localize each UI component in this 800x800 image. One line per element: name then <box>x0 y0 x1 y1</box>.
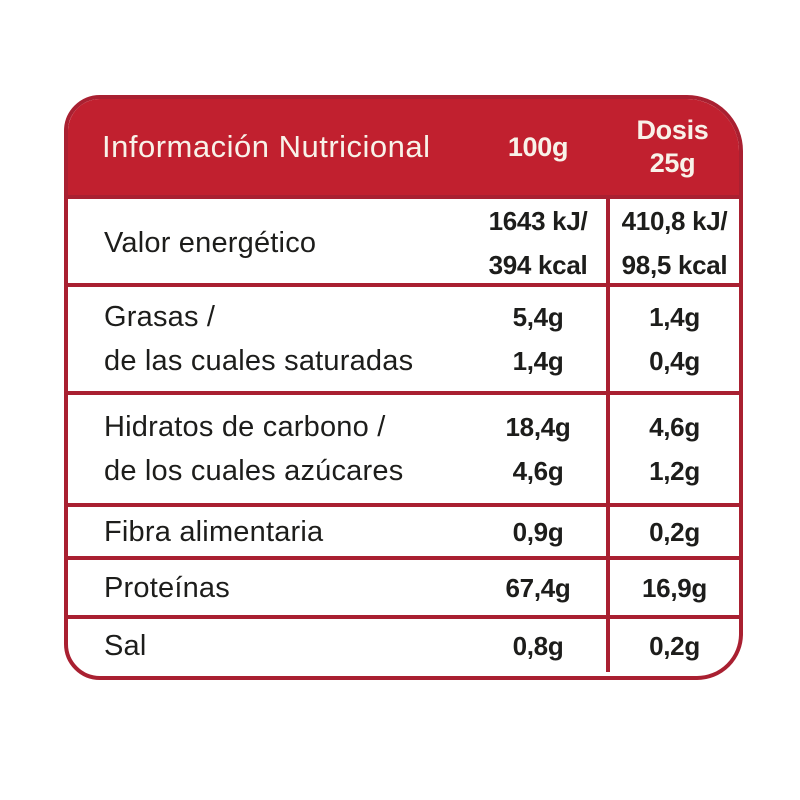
cell-line: 1643 kJ/ <box>488 206 588 236</box>
column-header-100g: 100g <box>507 131 569 162</box>
cell-line: 1,4g <box>512 346 564 376</box>
cell-line: 5,4g <box>512 302 564 332</box>
cell-line: 394 kcal <box>488 250 588 280</box>
row-value-dosis: 0,2g <box>606 507 739 556</box>
cell-line: 0,4g <box>649 346 700 376</box>
row-label: Valor energético <box>68 199 470 287</box>
table-row: Hidratos de carbono / de los cuales azúca… <box>68 391 739 503</box>
cell-line: 18,4g <box>505 412 571 442</box>
cell-line: de los cuales azúcares <box>104 455 404 487</box>
row-value-dosis: 16,9g <box>606 560 739 615</box>
row-value-100g: 0,9g <box>470 507 606 556</box>
row-value-100g: 67,4g <box>470 560 606 615</box>
cell-line: Grasas / <box>104 301 216 333</box>
cell-line: Hidratos de carbono / <box>104 411 386 443</box>
table-body: Valor energético 1643 kJ/394 kcal 410,8 … <box>68 195 739 672</box>
table-row: Grasas / de las cuales saturadas 5,4g 1,4g… <box>68 283 739 391</box>
cell-line: de las cuales saturadas <box>104 345 414 377</box>
row-value-dosis: 4,6g 1,2g <box>606 395 739 503</box>
cell-line: 98,5 kcal <box>621 250 728 280</box>
cell-line: 67,4g <box>505 572 571 603</box>
row-label: Fibra alimentaria <box>68 507 470 556</box>
table-row: Sal 0,8g 0,2g <box>68 615 739 672</box>
row-value-100g: 18,4g 4,6g <box>470 395 606 503</box>
row-value-dosis: 410,8 kJ/98,5 kcal <box>606 199 739 287</box>
row-label: Sal <box>68 619 470 672</box>
row-label: Proteínas <box>68 560 470 615</box>
cell-line: 1,2g <box>649 456 700 486</box>
cell-line: 0,2g <box>649 516 700 547</box>
cell-line: 16,9g <box>642 572 707 603</box>
table-row: Proteínas 67,4g 16,9g <box>68 556 739 615</box>
row-value-100g: 5,4g 1,4g <box>470 287 606 391</box>
cell-line: Sal <box>104 629 147 662</box>
cell-line: 4,6g <box>649 412 700 442</box>
cell-line: 0,9g <box>512 516 564 547</box>
cell-line: 1,4g <box>649 302 700 332</box>
column-header-dosis-line2: 25g <box>649 148 696 178</box>
row-value-100g: 1643 kJ/394 kcal <box>470 199 606 287</box>
table-row: Fibra alimentaria 0,9g 0,2g <box>68 503 739 556</box>
cell-line: 410,8 kJ/ <box>621 206 728 236</box>
row-value-dosis: 0,2g <box>606 619 739 672</box>
row-value-100g: 0,8g <box>470 619 606 672</box>
cell-line: 0,8g <box>512 630 564 661</box>
table-row: Valor energético 1643 kJ/394 kcal 410,8 … <box>68 195 739 287</box>
cell-line: Proteínas <box>104 571 230 604</box>
nutrition-facts-table: Información Nutricional 100g Dosis 25g V… <box>64 95 743 680</box>
row-value-dosis: 1,4g 0,4g <box>606 287 739 391</box>
cell-line: Valor energético <box>104 227 317 259</box>
row-label: Hidratos de carbono / de los cuales azúca… <box>68 395 470 503</box>
cell-line: 0,2g <box>649 630 700 661</box>
column-header-dosis: Dosis 25g <box>606 114 739 180</box>
column-header-dosis-line1: Dosis <box>636 115 709 145</box>
table-title: Información Nutricional <box>102 129 431 164</box>
cell-line: Fibra alimentaria <box>104 515 324 548</box>
cell-line: 4,6g <box>512 456 564 486</box>
table-header: Información Nutricional 100g Dosis 25g <box>68 99 739 195</box>
row-label: Grasas / de las cuales saturadas <box>68 287 470 391</box>
